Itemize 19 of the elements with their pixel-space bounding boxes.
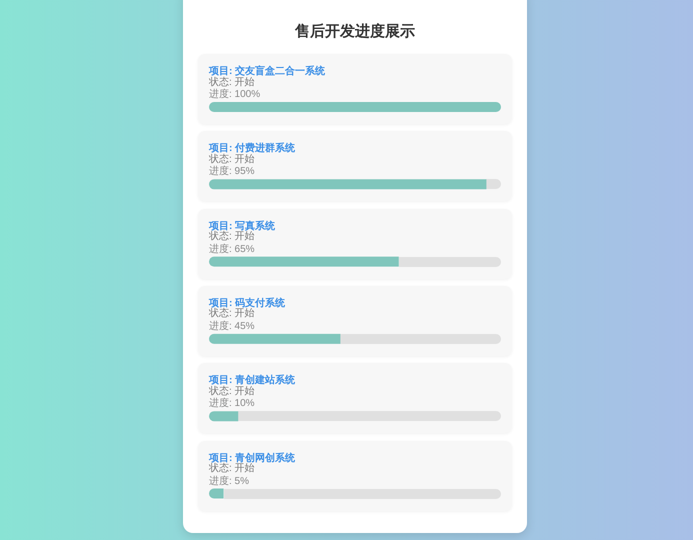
chart-title: 售后开发进度展示 bbox=[294, 22, 416, 42]
data-label: 进度: 10% bbox=[209, 397, 256, 410]
y-tick-label: 项目: 青创建站系统 bbox=[209, 375, 296, 386]
y-tick-label: 项目: 交友盲盒二合一系统 bbox=[209, 66, 326, 77]
y-tick-label: 项目: 码支付系统 bbox=[209, 298, 286, 309]
annotation: 状态: 开始 bbox=[209, 463, 256, 474]
annotation: 状态: 开始 bbox=[209, 308, 256, 320]
y-tick-label: 项目: 青创网创系统 bbox=[209, 452, 296, 464]
annotation: 状态: 开始 bbox=[209, 76, 256, 88]
data-label: 进度: 100% bbox=[209, 88, 262, 101]
y-tick-label: 项目: 付费进群系统 bbox=[209, 143, 296, 154]
data-label: 进度: 5% bbox=[209, 474, 250, 488]
data-label: 进度: 45% bbox=[209, 320, 256, 333]
annotation: 状态: 开始 bbox=[209, 154, 256, 166]
annotation: 状态: 开始 bbox=[209, 386, 256, 398]
y-tick-label: 项目: 写真系统 bbox=[209, 220, 276, 232]
annotation: 状态: 开始 bbox=[209, 231, 255, 243]
data-label: 进度: 65% bbox=[209, 242, 256, 256]
data-label: 进度: 95% bbox=[209, 165, 256, 178]
